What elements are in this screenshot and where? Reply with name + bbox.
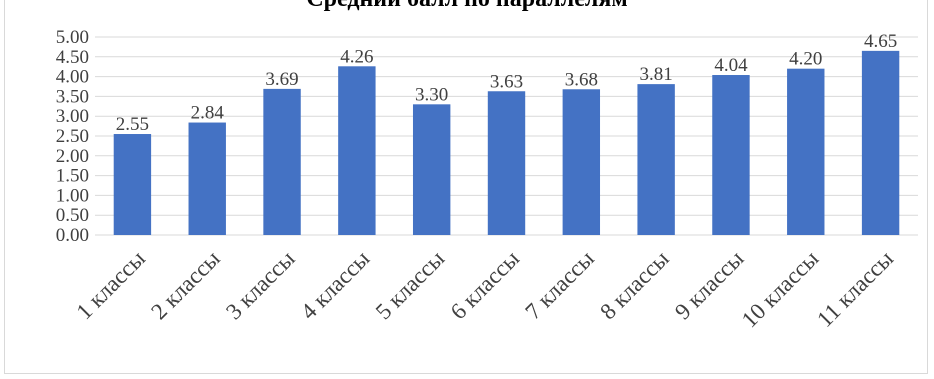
chart-title: Средний балл по параллелям [0,0,934,13]
x-tick-label: 2 классы [146,246,224,324]
x-tick-label: 7 классы [520,246,598,324]
chart-frame [4,0,928,374]
y-tick-label: 3.00 [56,106,89,127]
bar [637,84,675,236]
y-tick-label: 4.50 [56,47,89,68]
y-tick-label: 0.00 [56,225,89,246]
y-tick-label: 1.50 [56,166,89,187]
value-labels: 2.55 2.84 3.69 4.26 3.30 3.63 3.68 3.81 4.04 4.20… [116,31,897,135]
bar [487,91,526,235]
x-tick-label: 10 классы [737,246,824,333]
data-label: 3.69 [265,69,298,90]
x-tick-label: 3 классы [221,246,299,324]
x-tick-label: 1 классы [71,246,149,324]
y-tick-label: 3.50 [56,86,89,107]
y-tick-label: 0.50 [56,205,89,226]
x-tick-label: 5 классы [371,246,449,324]
bar [113,134,152,235]
bar [787,68,825,236]
data-label: 3.81 [640,64,673,85]
y-tick-label: 5.00 [56,27,89,48]
bar [861,50,900,235]
x-tick-label: 6 классы [446,246,524,324]
data-label: 4.26 [340,46,373,67]
x-tick-label: 9 классы [670,246,748,324]
bar [712,75,750,236]
y-tick-label: 1.00 [56,185,89,206]
data-label: 3.68 [565,69,598,90]
y-tick-label: 4.00 [56,67,89,88]
x-tick-label: 11 классы [812,246,898,332]
data-label: 4.65 [864,31,897,52]
data-label: 2.55 [116,114,149,135]
y-tick-label: 2.50 [56,126,89,147]
data-label: 4.04 [714,55,748,76]
bar [188,122,226,235]
bars [113,50,900,236]
x-tick-label: 4 классы [296,246,374,324]
data-label: 3.63 [490,71,523,92]
bar [412,104,451,235]
data-label: 4.20 [789,49,822,70]
data-label: 2.84 [191,103,225,124]
y-tick-label: 2.00 [56,146,89,167]
data-label: 3.30 [415,84,448,105]
bar [562,89,601,235]
bar [338,66,376,235]
x-tick-label: 8 классы [595,246,673,324]
y-axis-ticks: 0.000.501.001.502.002.503.003.504.004.50… [56,27,89,246]
bar [263,88,301,235]
